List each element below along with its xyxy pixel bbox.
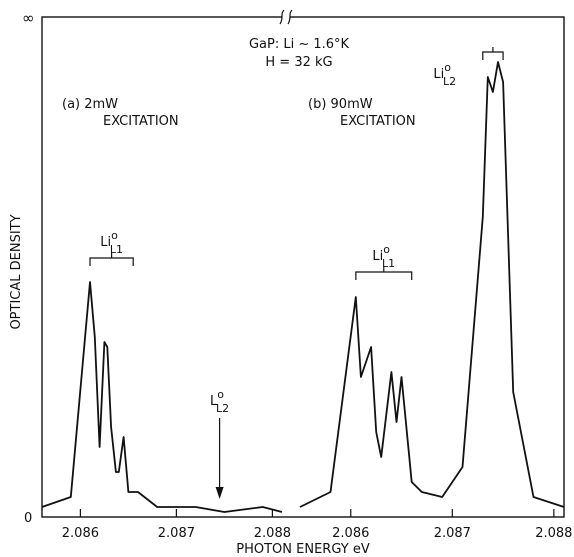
x-tick-label-1-0: 2.086: [332, 526, 369, 541]
panel-b-label: (b) 90mW: [308, 97, 373, 112]
group-label-1-0: Lio L1: [372, 243, 395, 270]
x-tick-label-0-1: 2.087: [158, 526, 195, 541]
conditions-line-1: GaP: Li ~ 1.6°K: [249, 37, 350, 52]
x-tick-label-0-2: 2.088: [254, 526, 291, 541]
plot-frame: [42, 17, 564, 517]
x-tick-label-1-2: 2.088: [535, 526, 572, 541]
panel-a-label: (a) 2mW: [62, 97, 118, 112]
x-tick-label-1-1: 2.087: [434, 526, 471, 541]
y-tick-label-zero: 0: [24, 511, 32, 526]
bracket-1-1: [483, 52, 503, 60]
bracket-1-0: [356, 272, 412, 280]
panel-b-sublabel: EXCITATION: [340, 114, 416, 129]
x-tick-label-0-0: 2.086: [62, 526, 99, 541]
axis-break-marker: [280, 10, 292, 24]
y-tick-label-infinity: ∞: [22, 9, 35, 27]
arrow-label: Lo L2: [210, 388, 229, 415]
arrow-head: [216, 487, 224, 499]
y-axis-label: OPTICAL DENSITY: [9, 214, 24, 329]
group-label-1-1: Lio L2: [433, 61, 456, 88]
conditions-line-2: H = 32 kG: [265, 55, 332, 70]
panel-a-sublabel: EXCITATION: [103, 114, 179, 129]
bracket-0-0: [90, 258, 133, 266]
group-label-0-0: Lio L1: [100, 229, 123, 256]
spectrum-line-panel-a: [42, 282, 282, 512]
x-axis-label: PHOTON ENERGY eV: [236, 542, 370, 557]
